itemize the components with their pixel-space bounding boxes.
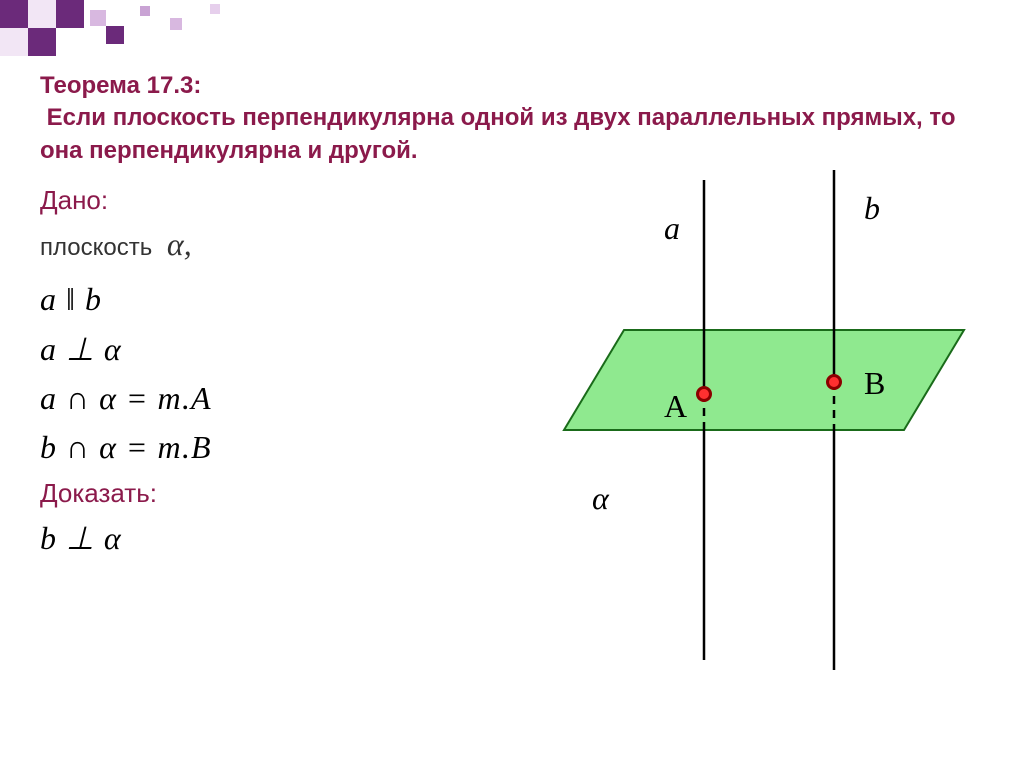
given-plane: плоскость α, <box>40 226 460 263</box>
deco-square <box>140 6 150 16</box>
deco-square <box>170 18 182 30</box>
point-a-inner <box>699 389 709 399</box>
given-label: Дано: <box>40 185 460 216</box>
deco-square <box>90 10 106 26</box>
label-line-a: a <box>664 210 680 247</box>
plane-symbol: α, <box>167 226 192 262</box>
deco-square <box>210 4 220 14</box>
diagram-svg <box>504 170 984 670</box>
prove-label: Доказать: <box>40 478 460 509</box>
theorem-title: Теорема 17.3: Если плоскость перпендикул… <box>40 70 984 167</box>
plane-word: плоскость <box>40 234 152 261</box>
label-point-b: B <box>864 365 885 402</box>
given-line-1: a ⊥ α <box>40 330 460 368</box>
given-line-0: a ‖ b <box>40 281 460 318</box>
deco-square <box>106 26 124 44</box>
corner-decoration <box>0 0 240 60</box>
theorem-statement: Если плоскость перпендикулярна одной из … <box>40 104 955 163</box>
deco-square <box>56 0 84 28</box>
given-line-2: a ∩ α = т.A <box>40 380 460 417</box>
given-block: Дано: плоскость α, a ‖ b a ⊥ α a ∩ α = т… <box>40 185 460 557</box>
deco-square <box>0 28 28 56</box>
theorem-number: Теорема 17.3: <box>40 72 201 99</box>
point-b-inner <box>829 377 839 387</box>
prove-statement: b ⊥ α <box>40 519 460 557</box>
deco-square <box>28 28 56 56</box>
label-plane-alpha: α <box>592 480 609 517</box>
label-line-b: b <box>864 190 880 227</box>
given-line-3: b ∩ α = т.B <box>40 429 460 466</box>
geometry-diagram: a b A B α <box>504 170 984 670</box>
label-point-a: A <box>664 388 687 425</box>
deco-square <box>28 0 56 28</box>
plane-alpha <box>564 330 964 430</box>
deco-square <box>0 0 28 28</box>
